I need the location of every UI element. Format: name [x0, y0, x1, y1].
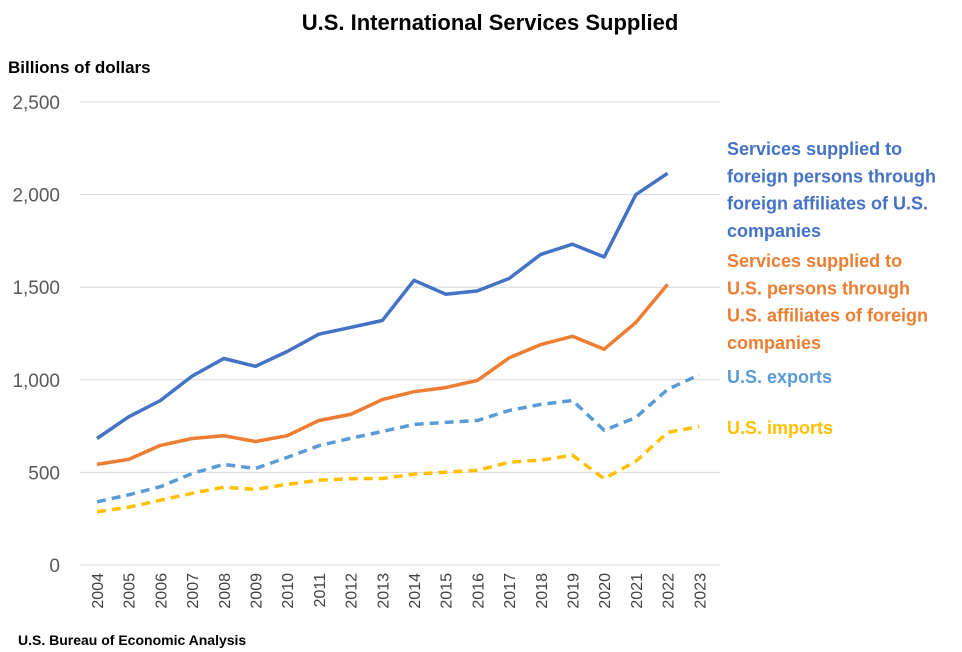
x-tick-label: 2007 [185, 573, 202, 609]
x-tick-label: 2015 [439, 573, 456, 609]
y-tick-label: 0 [49, 556, 60, 577]
x-tick-label: 2009 [249, 573, 266, 609]
series-label-2: U.S. persons through [727, 278, 910, 298]
chart-title: U.S. International Services Supplied [301, 10, 679, 35]
x-tick-label: 2022 [661, 573, 678, 609]
x-tick-label: 2017 [502, 573, 519, 609]
x-tick-label: 2010 [280, 573, 297, 609]
series-line-1 [96, 171, 669, 440]
x-tick-label: 2016 [470, 573, 487, 609]
y-tick-label: 1,000 [12, 371, 60, 392]
x-tick-label: 2020 [597, 573, 614, 609]
series-label-3: U.S. exports [727, 367, 832, 387]
series-label-1: companies [727, 221, 821, 241]
x-tick-label: 2013 [375, 573, 392, 609]
x-tick-label: 2014 [407, 573, 424, 609]
x-tick-label: 2018 [534, 573, 551, 609]
y-tick-label: 2,500 [12, 93, 60, 114]
series-label-1: Services supplied to [727, 139, 902, 159]
x-tick-label: 2023 [692, 573, 709, 609]
y-tick-label: 1,500 [12, 278, 60, 299]
source-note: U.S. Bureau of Economic Analysis [18, 632, 247, 648]
x-tick-label: 2019 [566, 573, 583, 609]
x-tick-label: 2021 [629, 573, 646, 609]
x-tick-label: 2004 [90, 573, 107, 609]
x-tick-label: 2005 [122, 573, 139, 609]
series-label-2: Services supplied to [727, 251, 902, 271]
series-label-1: foreign persons through [727, 166, 936, 186]
series-label-2: companies [727, 333, 821, 353]
series-line-2 [96, 283, 669, 467]
y-tick-label: 2,000 [12, 186, 60, 207]
series-label-4: U.S. imports [727, 418, 833, 438]
series-line-4 [96, 424, 700, 514]
series-label-2: U.S. affiliates of foreign [727, 306, 928, 326]
x-tick-label: 2012 [344, 573, 361, 609]
x-tick-label: 2008 [217, 573, 234, 609]
y-axis-label: Billions of dollars [8, 58, 151, 77]
x-tick-label: 2011 [312, 573, 329, 608]
x-tick-label: 2006 [153, 573, 170, 609]
y-tick-label: 500 [28, 463, 60, 484]
series-label-1: foreign affiliates of U.S. [727, 194, 928, 214]
series-line-3 [96, 373, 701, 504]
